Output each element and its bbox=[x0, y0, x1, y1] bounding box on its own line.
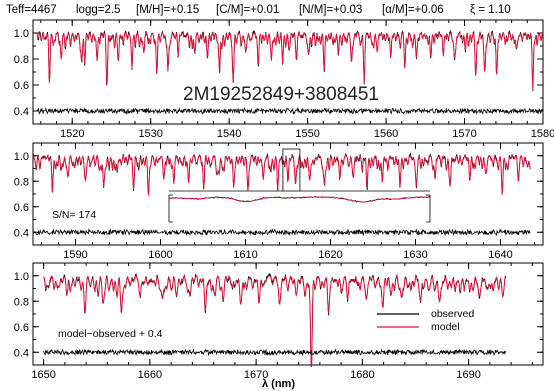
x-tick-label: 1570 bbox=[452, 128, 476, 140]
logg-label: logg=2.5 bbox=[76, 4, 120, 16]
y-tick-label: 1.0 bbox=[14, 28, 29, 40]
x-tick-label: 1670 bbox=[244, 369, 268, 381]
teff-label: Teff=4467 bbox=[6, 4, 57, 16]
y-tick-label: 1.0 bbox=[14, 271, 29, 283]
y-tick-label: 0.6 bbox=[14, 80, 29, 92]
mh-label: [M/H]=+0.15 bbox=[136, 4, 199, 16]
xi-label: ξ = 1.10 bbox=[470, 4, 511, 16]
x-tick-label: 1520 bbox=[60, 128, 84, 140]
legend: observed model bbox=[377, 308, 474, 333]
x-tick-label: 1530 bbox=[138, 128, 162, 140]
panel-top: 0.4 0.6 0.8 1.0 1520 1530 1540 1550 1560 1570 1580 bbox=[14, 19, 554, 140]
y-tick-label: 0.8 bbox=[14, 54, 29, 66]
x-tick-label: 1600 bbox=[148, 249, 172, 261]
x-tick-label: 1540 bbox=[217, 128, 241, 140]
y-tick-label: 0.6 bbox=[14, 202, 29, 214]
zoom-box bbox=[282, 148, 301, 192]
x-tick-label: 1690 bbox=[456, 369, 480, 381]
star-id-label: 2M19252849+3808451 bbox=[183, 84, 379, 105]
x-tick-label: 1610 bbox=[233, 249, 257, 261]
cm-label: [C/M]=+0.01 bbox=[216, 4, 279, 16]
x-tick-label: 1620 bbox=[318, 249, 342, 261]
x-tick-label: 1650 bbox=[31, 369, 55, 381]
inset-frame bbox=[168, 194, 431, 223]
series-residual bbox=[32, 228, 531, 237]
nm-label: [N/M]=+0.03 bbox=[299, 4, 362, 16]
y-tick-label: 1.0 bbox=[14, 151, 29, 163]
legend-observed-label: observed bbox=[431, 308, 474, 320]
panel-middle: 0.4 0.6 0.8 1.0 1590 1600 1610 1620 1630 1640 bbox=[14, 142, 544, 261]
series-model bbox=[32, 155, 531, 196]
y-tick-label: 0.8 bbox=[14, 296, 29, 308]
x-tick-label: 1680 bbox=[350, 369, 374, 381]
series-observed bbox=[36, 29, 544, 92]
y-tick-label: 0.4 bbox=[14, 227, 29, 239]
x-tick-label: 1660 bbox=[138, 369, 162, 381]
series-residual bbox=[43, 348, 507, 357]
y-tick-label: 0.4 bbox=[14, 106, 29, 118]
x-tick-label: 1580 bbox=[531, 128, 554, 140]
series-model bbox=[43, 275, 507, 366]
x-axis-label: λ (nm) bbox=[262, 378, 295, 390]
x-tick-label: 1560 bbox=[374, 128, 398, 140]
x-tick-label: 1590 bbox=[63, 249, 87, 261]
am-label: [α/M]=+0.06 bbox=[382, 4, 444, 16]
snr-label: S/N= 174 bbox=[52, 209, 96, 221]
y-tick-label: 0.6 bbox=[14, 322, 29, 334]
y-tick-label: 0.4 bbox=[14, 347, 29, 359]
panel-bottom: 0.4 0.6 0.8 1.0 1650 1660 1670 1680 1690 bbox=[14, 262, 544, 381]
parameter-header: Teff=4467 logg=2.5 [M/H]=+0.15 [C/M]=+0.… bbox=[6, 4, 511, 16]
legend-model-label: model bbox=[431, 321, 460, 333]
y-tick-label: 0.8 bbox=[14, 176, 29, 188]
inset-model bbox=[168, 196, 430, 203]
residual-offset-label: model−observed + 0.4 bbox=[58, 328, 163, 340]
x-tick-label: 1630 bbox=[403, 249, 427, 261]
series-model bbox=[36, 32, 544, 90]
series-residual bbox=[36, 107, 544, 116]
x-tick-label: 1550 bbox=[295, 128, 319, 140]
x-tick-label: 1640 bbox=[488, 249, 512, 261]
